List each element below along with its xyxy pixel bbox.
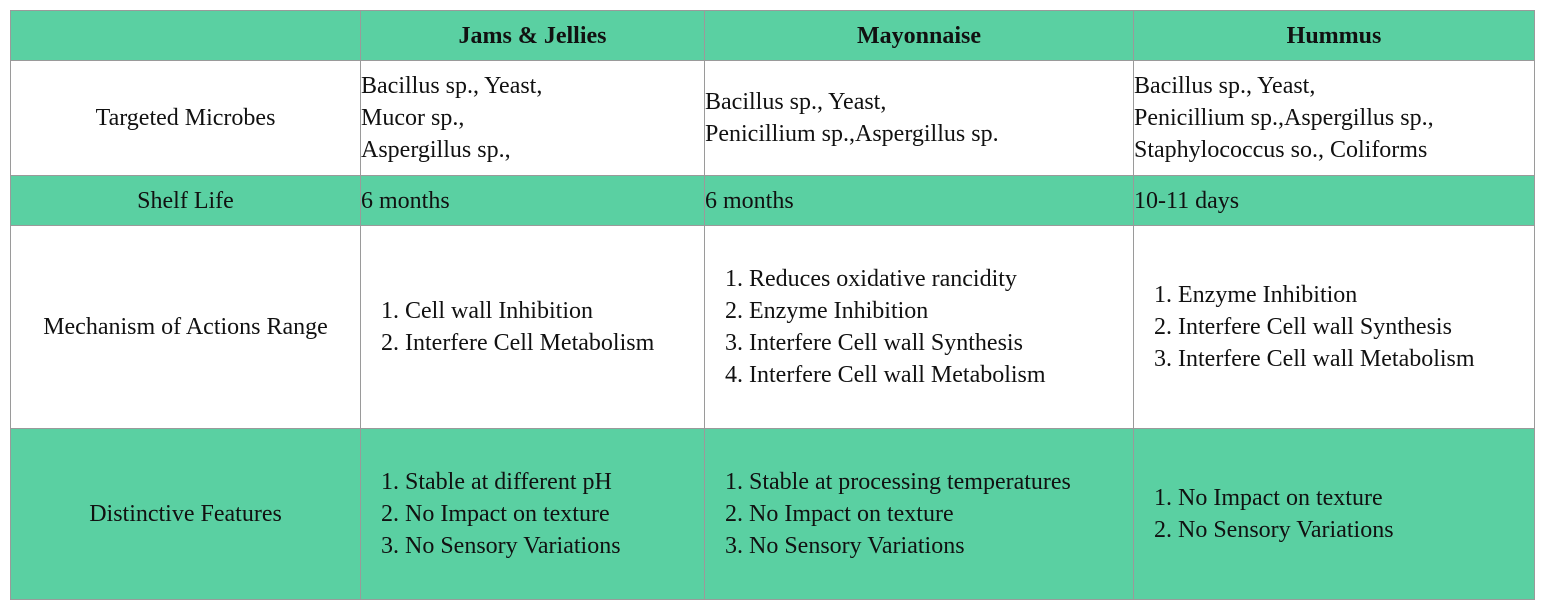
list-item: Interfere Cell Metabolism xyxy=(405,327,704,359)
cell-mechanism-mayonnaise: Reduces oxidative rancidity Enzyme Inhib… xyxy=(704,225,1134,429)
cell-mechanism-hummus: Enzyme Inhibition Interfere Cell wall Sy… xyxy=(1133,225,1535,429)
list-item: Enzyme Inhibition xyxy=(1178,279,1534,311)
list-item: Interfere Cell wall Synthesis xyxy=(749,327,1133,359)
cell-line: 6 months xyxy=(361,187,450,214)
mechanism-list: Enzyme Inhibition Interfere Cell wall Sy… xyxy=(1135,279,1534,375)
cell-targeted-microbes-mayonnaise: Bacillus sp., Yeast, Penicillium sp.,Asp… xyxy=(704,60,1134,176)
cell-line: Bacillus sp., Yeast, xyxy=(705,89,887,115)
cell-line: Staphylococcus so., Coliforms xyxy=(1134,137,1428,163)
list-item: Stable at processing temperatures xyxy=(749,466,1133,498)
cell-features-jams: Stable at different pH No Impact on text… xyxy=(360,428,705,600)
features-list: No Impact on texture No Sensory Variatio… xyxy=(1135,482,1534,546)
cell-line: Aspergillus sp., xyxy=(361,137,511,163)
cell-features-mayonnaise: Stable at processing temperatures No Imp… xyxy=(704,428,1134,600)
cell-targeted-microbes-jams: Bacillus sp., Yeast, Mucor sp., Aspergil… xyxy=(360,60,705,176)
list-item: No Sensory Variations xyxy=(405,530,704,562)
list-item: Enzyme Inhibition xyxy=(749,295,1133,327)
list-item: Interfere Cell wall Metabolism xyxy=(1178,343,1534,375)
row-label-mechanism: Mechanism of Actions Range xyxy=(10,225,361,429)
mechanism-list: Reduces oxidative rancidity Enzyme Inhib… xyxy=(706,263,1133,391)
cell-mechanism-jams: Cell wall Inhibition Interfere Cell Meta… xyxy=(360,225,705,429)
list-item: No Impact on texture xyxy=(749,498,1133,530)
cell-line: 10-11 days xyxy=(1134,187,1240,214)
list-item: Stable at different pH xyxy=(405,466,704,498)
list-item: Reduces oxidative rancidity xyxy=(749,263,1133,295)
list-item: Interfere Cell wall Metabolism xyxy=(749,359,1133,391)
list-item: No Impact on texture xyxy=(1178,482,1534,514)
mechanism-list: Cell wall Inhibition Interfere Cell Meta… xyxy=(362,295,704,359)
cell-shelf-life-mayonnaise: 6 months xyxy=(704,175,1134,226)
cell-targeted-microbes-hummus: Bacillus sp., Yeast, Penicillium sp.,Asp… xyxy=(1133,60,1535,176)
table-row-shelf-life: Shelf Life 6 months 6 months 10-11 days xyxy=(10,175,1535,226)
cell-shelf-life-hummus: 10-11 days xyxy=(1133,175,1535,226)
column-header-hummus: Hummus xyxy=(1133,10,1535,61)
list-item: Interfere Cell wall Synthesis xyxy=(1178,311,1534,343)
comparison-table: Jams & Jellies Mayonnaise Hummus Targete… xyxy=(10,10,1535,600)
cell-line: Penicillium sp.,Aspergillus sp. xyxy=(705,121,999,147)
table-row-targeted-microbes: Targeted Microbes Bacillus sp., Yeast, M… xyxy=(10,60,1535,176)
cell-line: 6 months xyxy=(705,187,794,214)
features-list: Stable at processing temperatures No Imp… xyxy=(706,466,1133,562)
corner-cell xyxy=(10,10,361,61)
table-row-mechanism: Mechanism of Actions Range Cell wall Inh… xyxy=(10,225,1535,429)
list-item: No Sensory Variations xyxy=(1178,514,1534,546)
header-row: Jams & Jellies Mayonnaise Hummus xyxy=(10,10,1535,61)
features-list: Stable at different pH No Impact on text… xyxy=(362,466,704,562)
cell-line: Bacillus sp., Yeast, xyxy=(1134,73,1316,99)
cell-shelf-life-jams: 6 months xyxy=(360,175,705,226)
column-header-jams-jellies: Jams & Jellies xyxy=(360,10,705,61)
cell-line: Bacillus sp., Yeast, xyxy=(361,73,543,99)
cell-line: Penicillium sp.,Aspergillus sp., xyxy=(1134,105,1434,131)
cell-features-hummus: No Impact on texture No Sensory Variatio… xyxy=(1133,428,1535,600)
column-header-mayonnaise: Mayonnaise xyxy=(704,10,1134,61)
list-item: No Sensory Variations xyxy=(749,530,1133,562)
table-row-distinctive-features: Distinctive Features Stable at different… xyxy=(10,428,1535,600)
row-label-shelf-life: Shelf Life xyxy=(10,175,361,226)
row-label-targeted-microbes: Targeted Microbes xyxy=(10,60,361,176)
list-item: No Impact on texture xyxy=(405,498,704,530)
list-item: Cell wall Inhibition xyxy=(405,295,704,327)
row-label-distinctive-features: Distinctive Features xyxy=(10,428,361,600)
cell-line: Mucor sp., xyxy=(361,105,465,131)
